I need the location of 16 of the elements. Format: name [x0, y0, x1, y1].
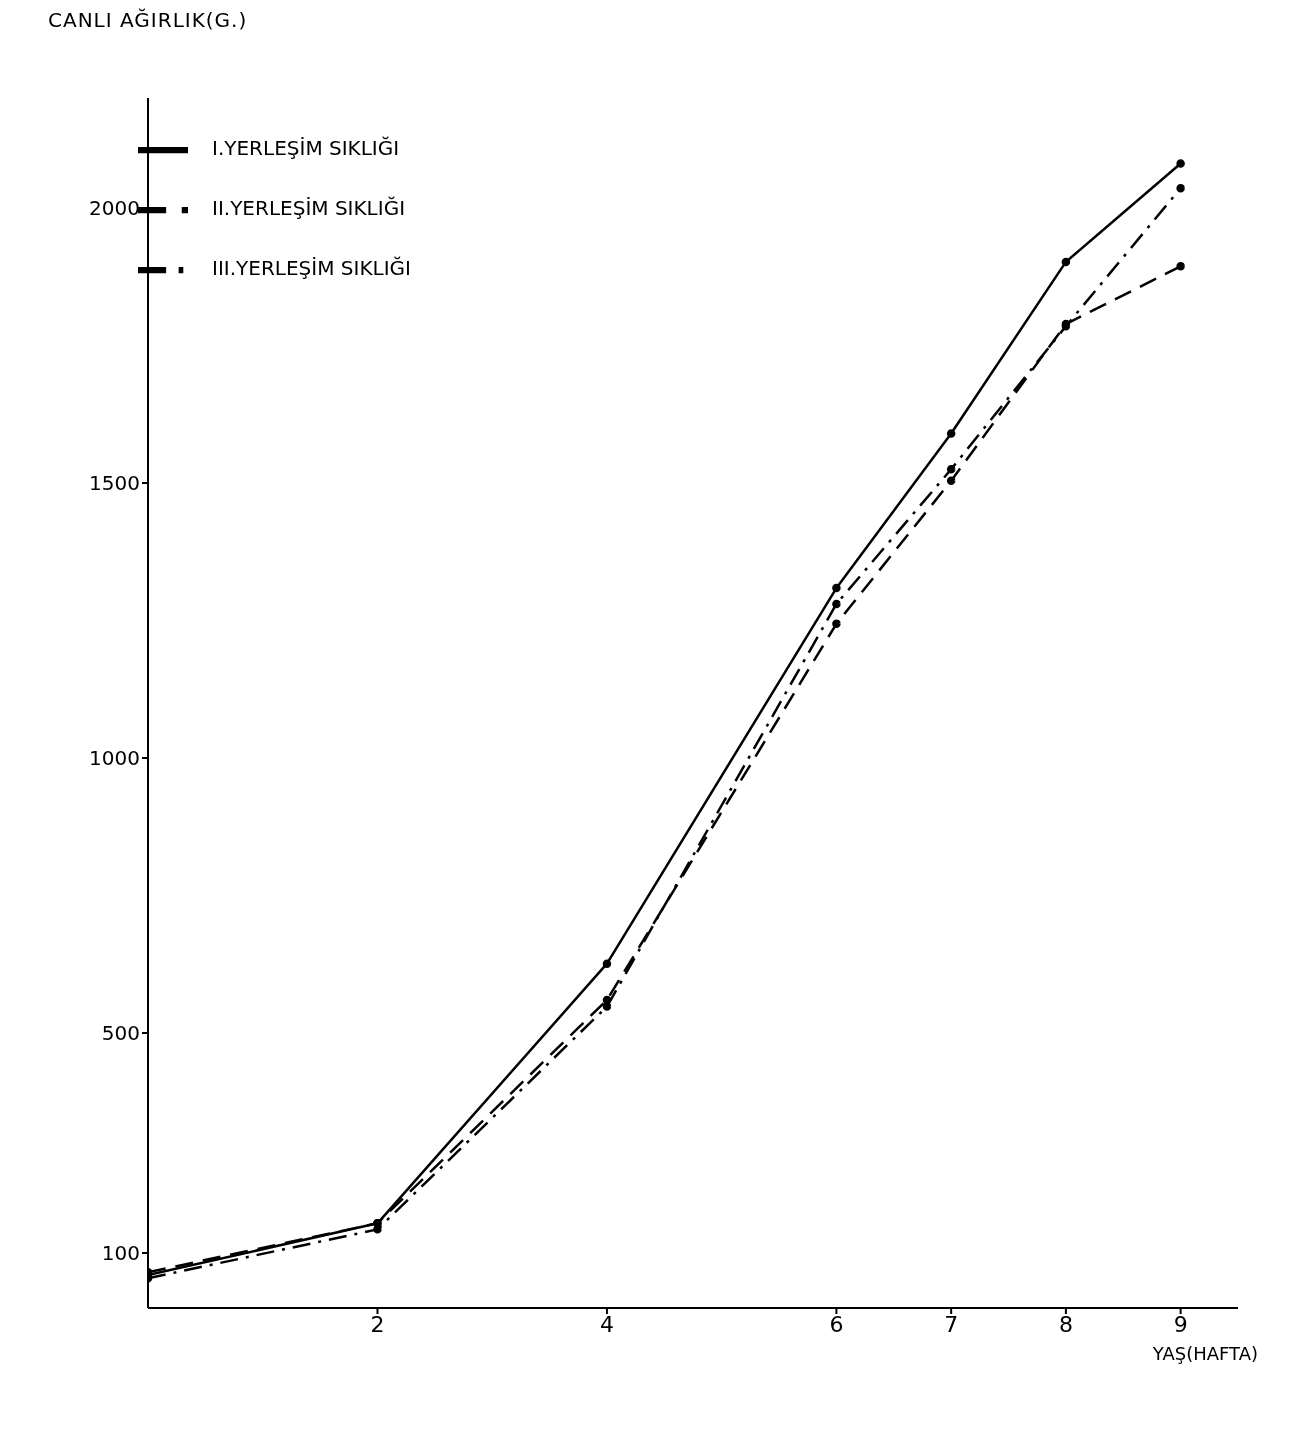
- x-tick-label: 6: [829, 1311, 844, 1337]
- x-tick-label: 4: [599, 1311, 614, 1337]
- y-tick-label: 2000: [89, 196, 140, 221]
- x-axis-title: YAŞ(HAFTA): [1152, 1343, 1258, 1364]
- x-tick-label: 9: [1173, 1311, 1188, 1337]
- y-axis-title: CANLI AĞIRLIK(G.): [48, 8, 248, 32]
- y-tick-label: 500: [101, 1021, 140, 1046]
- x-tick-label: 2: [370, 1311, 385, 1337]
- y-tick-label: 1000: [89, 746, 140, 771]
- y-tick-label: 100: [101, 1241, 140, 1266]
- x-tick-label: 8: [1058, 1311, 1073, 1337]
- x-tick-label: 7: [944, 1311, 959, 1337]
- legend-label: I.YERLEŞİM SIKLIĞI: [212, 136, 400, 160]
- legend-label: III.YERLEŞİM SIKLIĞI: [212, 256, 411, 280]
- y-tick-label: 1500: [89, 471, 140, 496]
- legend-label: II.YERLEŞİM SIKLIĞI: [212, 196, 406, 220]
